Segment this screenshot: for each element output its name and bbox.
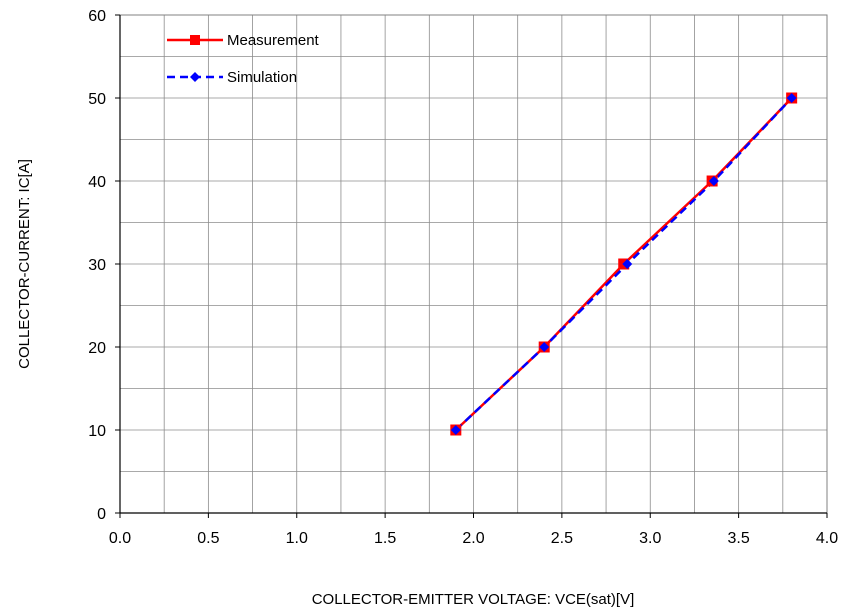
x-tick-label: 1.0	[286, 530, 308, 547]
y-tick-label: 10	[88, 423, 106, 440]
y-tick-label: 40	[88, 174, 106, 191]
legend-marker-measurement	[190, 35, 200, 45]
tick-labels: 0.0 0.5 1.0 1.5 2.0 2.5 3.0 3.5 4.0 0 10 20 30 40 50 60	[88, 8, 838, 547]
grid	[120, 15, 827, 513]
data-point-simulation	[622, 259, 633, 269]
x-tick-label: 1.5	[374, 530, 396, 547]
x-tick-label: 0.5	[197, 530, 219, 547]
legend-marker-simulation	[190, 72, 200, 82]
legend-label-measurement: Measurement	[227, 32, 320, 49]
legend-label-simulation: Simulation	[227, 69, 297, 86]
x-tick-label: 2.5	[551, 530, 573, 547]
axes	[115, 14, 828, 518]
y-tick-label: 0	[97, 506, 106, 523]
x-axis-title: COLLECTOR-EMITTER VOLTAGE: VCE(sat)[V]	[312, 591, 635, 608]
data-point-simulation	[708, 176, 719, 186]
x-tick-label: 0.0	[109, 530, 131, 547]
data-point-simulation	[539, 342, 550, 352]
series	[450, 92, 798, 436]
y-axis-title: COLLECTOR-CURRENT: IC[A]	[16, 159, 33, 369]
y-tick-label: 30	[88, 257, 106, 274]
x-tick-label: 3.5	[728, 530, 750, 547]
y-tick-label: 60	[88, 8, 106, 25]
data-point-simulation	[786, 93, 797, 103]
x-tick-label: 3.0	[639, 530, 661, 547]
data-point-simulation	[450, 425, 461, 435]
legend-entry-simulation: Simulation	[167, 69, 297, 86]
y-tick-label: 50	[88, 91, 106, 108]
x-tick-label: 4.0	[816, 530, 838, 547]
legend-entry-measurement: Measurement	[167, 32, 320, 49]
x-tick-label: 2.0	[462, 530, 484, 547]
y-tick-label: 20	[88, 340, 106, 357]
legend: Measurement Simulation	[167, 32, 320, 86]
